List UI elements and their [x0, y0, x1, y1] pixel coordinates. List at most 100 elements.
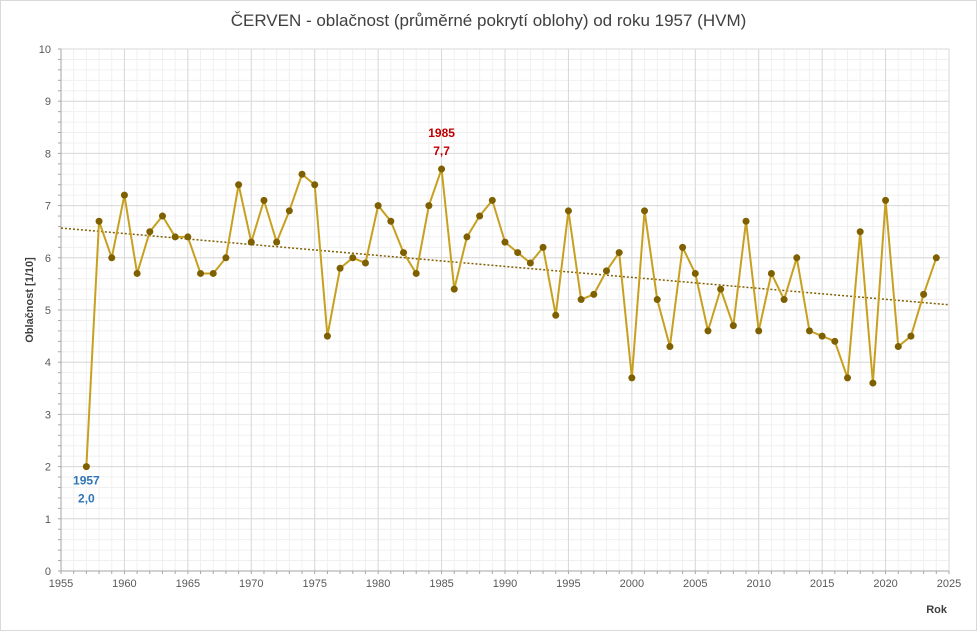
- x-tick-label: 2005: [683, 578, 707, 590]
- x-tick-label: 1985: [429, 578, 453, 590]
- y-tick-label: 9: [45, 96, 51, 108]
- data-point: [704, 327, 712, 335]
- y-tick-label: 2: [45, 462, 51, 474]
- data-point: [577, 296, 585, 304]
- data-point: [514, 249, 522, 257]
- x-tick-label: 1955: [49, 578, 73, 590]
- data-point: [590, 290, 598, 298]
- y-tick-label: 7: [45, 201, 51, 213]
- data-point: [82, 463, 90, 471]
- x-axis-title: Rok: [926, 604, 948, 616]
- data-point: [932, 254, 940, 262]
- x-tick-label: 1995: [556, 578, 580, 590]
- data-point: [171, 233, 179, 241]
- data-point: [285, 207, 293, 215]
- data-point: [615, 249, 623, 257]
- data-point: [209, 269, 217, 277]
- data-point: [235, 181, 243, 189]
- data-point: [793, 254, 801, 262]
- data-point: [526, 259, 534, 267]
- data-point: [755, 327, 763, 335]
- data-point: [653, 296, 661, 304]
- y-tick-label: 8: [45, 148, 51, 160]
- data-point: [247, 238, 255, 246]
- data-point: [818, 332, 826, 340]
- data-point: [349, 254, 357, 262]
- x-tick-label: 1975: [302, 578, 326, 590]
- data-point: [920, 290, 928, 298]
- y-tick-label: 0: [45, 566, 51, 578]
- data-point: [158, 212, 166, 220]
- data-point: [95, 217, 103, 225]
- data-point: [323, 332, 331, 340]
- trendline: [60, 227, 950, 306]
- data-point: [628, 374, 636, 382]
- annotation-value: 2,0: [78, 492, 95, 506]
- y-tick-label: 3: [45, 409, 51, 421]
- data-point: [438, 165, 446, 173]
- data-point: [780, 296, 788, 304]
- x-tick-label: 2010: [746, 578, 770, 590]
- data-point: [666, 343, 674, 351]
- data-point: [273, 238, 281, 246]
- x-tick-label: 2025: [937, 578, 961, 590]
- data-point: [501, 238, 509, 246]
- x-tick-label: 1960: [112, 578, 136, 590]
- series-line: [85, 168, 938, 467]
- data-point: [450, 285, 458, 293]
- data-point: [641, 207, 649, 215]
- y-tick-label: 1: [45, 514, 51, 526]
- data-point: [146, 228, 154, 236]
- data-point: [856, 228, 864, 236]
- data-point: [539, 243, 547, 251]
- y-tick-label: 4: [45, 357, 51, 369]
- data-point: [767, 269, 775, 277]
- data-point: [400, 249, 408, 257]
- data-point: [742, 217, 750, 225]
- data-point: [882, 196, 890, 204]
- data-point: [108, 254, 116, 262]
- data-point: [463, 233, 471, 241]
- data-point: [552, 311, 560, 319]
- data-point: [729, 322, 737, 330]
- x-tick-label: 1980: [366, 578, 390, 590]
- y-tick-label: 10: [39, 44, 51, 56]
- data-point: [222, 254, 230, 262]
- x-tick-label: 2015: [810, 578, 834, 590]
- annotation-year: 1957: [73, 474, 100, 488]
- data-point: [133, 269, 141, 277]
- chart-title: ČERVEN - oblačnost (průměrné pokrytí obl…: [230, 11, 747, 30]
- x-tick-label: 1990: [493, 578, 517, 590]
- data-point: [488, 196, 496, 204]
- data-point: [361, 259, 369, 267]
- data-point: [387, 217, 395, 225]
- data-point: [336, 264, 344, 272]
- data-point: [679, 243, 687, 251]
- data-point: [412, 269, 420, 277]
- data-point: [260, 196, 268, 204]
- y-axis-title: Oblačnost [1/10]: [24, 257, 36, 343]
- data-point: [717, 285, 725, 293]
- data-point: [805, 327, 813, 335]
- data-point: [907, 332, 915, 340]
- annotation-year: 1985: [428, 126, 455, 140]
- x-tick-label: 2020: [873, 578, 897, 590]
- data-point: [120, 191, 128, 199]
- data-point: [298, 170, 306, 178]
- data-point: [425, 202, 433, 210]
- data-point: [374, 202, 382, 210]
- y-tick-label: 6: [45, 253, 51, 265]
- y-tick-label: 5: [45, 305, 51, 317]
- data-point: [844, 374, 852, 382]
- data-point: [184, 233, 192, 241]
- x-tick-label: 1965: [176, 578, 200, 590]
- data-point: [691, 269, 699, 277]
- data-point: [476, 212, 484, 220]
- x-tick-label: 2000: [620, 578, 644, 590]
- data-point: [831, 337, 839, 345]
- x-tick-label: 1970: [239, 578, 263, 590]
- data-point: [869, 379, 877, 387]
- data-point: [602, 267, 610, 275]
